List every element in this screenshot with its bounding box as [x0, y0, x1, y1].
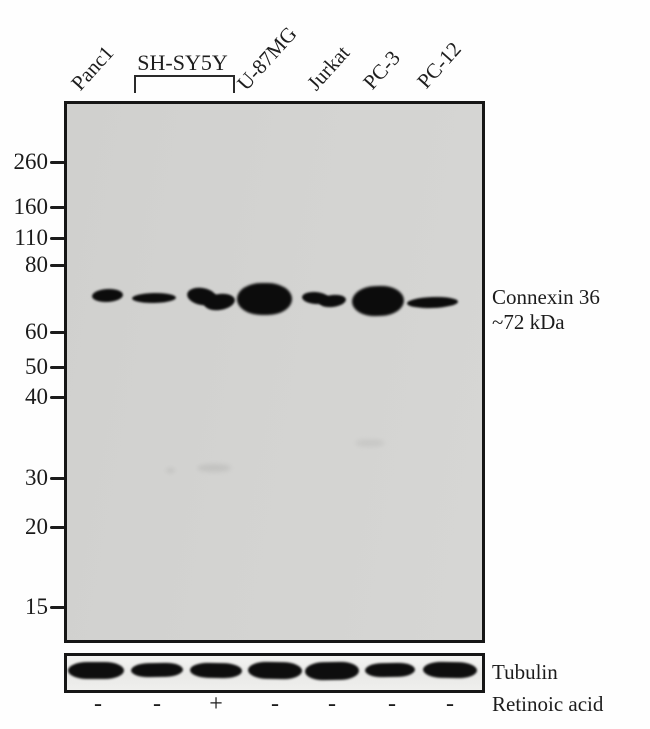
retinoic-acid-sign-pc3: -	[388, 691, 396, 717]
mw-tick-110	[50, 237, 65, 240]
lane-label-panc1: Panc1	[66, 40, 119, 95]
mw-tick-160	[50, 206, 65, 209]
lane-label-pc12: PC-12	[412, 37, 466, 93]
gel-artifact-smudge-2	[355, 439, 385, 447]
mw-tick-50	[50, 366, 65, 369]
lane-label-jurkat: Jurkat	[302, 40, 355, 95]
tubulin-band-pc12	[422, 661, 478, 679]
mw-tick-260	[50, 161, 65, 164]
retinoic-acid-sign-pc12: -	[446, 691, 454, 717]
mw-label-260: 260	[13, 149, 49, 174]
loading-control-label: Tubulin	[492, 660, 558, 684]
mw-label-15: 15	[25, 594, 48, 619]
tubulin-band-pc3	[364, 662, 416, 678]
gel-artifact-speck	[166, 468, 175, 473]
connexin36-blot-panel	[64, 101, 485, 643]
mw-label-110: 110	[14, 225, 48, 250]
treatment-label: Retinoic acid	[492, 692, 604, 716]
tubulin-band-jurkat	[304, 661, 360, 681]
mw-tick-20	[50, 526, 65, 529]
mw-tick-60	[50, 331, 65, 334]
mw-label-60: 60	[25, 319, 48, 344]
lane-label-u87mg: U-87MG	[232, 21, 302, 96]
tubulin-band-shsy5y-plus	[189, 662, 243, 679]
target-name-label: Connexin 36	[492, 285, 600, 309]
mw-tick-80	[50, 264, 65, 267]
mw-tick-40	[50, 396, 65, 399]
retinoic-acid-sign-shsy5y-2: +	[209, 691, 223, 717]
gel-artifact-smudge	[197, 464, 231, 472]
retinoic-acid-sign-shsy5y-1: -	[153, 691, 161, 717]
mw-label-160: 160	[13, 194, 49, 219]
tubulin-band-shsy5y-minus	[130, 662, 184, 678]
mw-tick-15	[50, 606, 65, 609]
mw-label-80: 80	[25, 252, 48, 277]
connexin36-band-u87mg	[237, 283, 292, 315]
mw-tick-30	[50, 477, 65, 480]
tubulin-band-panc1	[68, 662, 124, 679]
mw-label-50: 50	[25, 354, 48, 379]
target-size-label: ~72 kDa	[492, 310, 565, 334]
retinoic-acid-sign-jurkat: -	[328, 691, 336, 717]
mw-label-40: 40	[25, 384, 48, 409]
shsy5y-group-bracket	[134, 75, 235, 93]
tubulin-band-u87mg	[247, 661, 303, 680]
mw-label-30: 30	[25, 465, 48, 490]
retinoic-acid-sign-u87mg: -	[271, 691, 279, 717]
mw-label-20: 20	[25, 514, 48, 539]
retinoic-acid-sign-panc1: -	[94, 691, 102, 717]
lane-label-shsy5y: SH-SY5Y	[137, 50, 228, 75]
lane-label-pc3: PC-3	[358, 45, 405, 94]
